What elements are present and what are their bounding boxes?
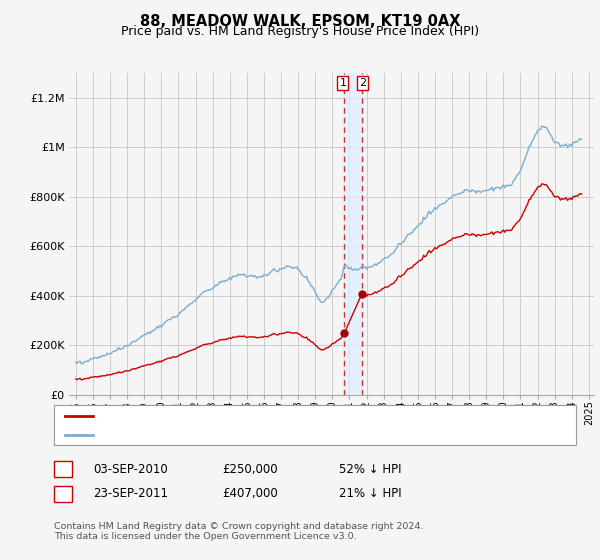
Text: Price paid vs. HM Land Registry's House Price Index (HPI): Price paid vs. HM Land Registry's House … — [121, 25, 479, 38]
Text: 1: 1 — [59, 463, 67, 476]
Text: 88, MEADOW WALK, EPSOM, KT19 0AX (detached house): 88, MEADOW WALK, EPSOM, KT19 0AX (detach… — [97, 411, 408, 421]
Text: 88, MEADOW WALK, EPSOM, KT19 0AX: 88, MEADOW WALK, EPSOM, KT19 0AX — [140, 14, 460, 29]
Text: £250,000: £250,000 — [222, 463, 278, 476]
Text: Contains HM Land Registry data © Crown copyright and database right 2024.
This d: Contains HM Land Registry data © Crown c… — [54, 522, 424, 542]
Text: 2: 2 — [359, 78, 366, 87]
Bar — [344, 73, 362, 395]
Text: HPI: Average price, detached house, Epsom and Ewell: HPI: Average price, detached house, Epso… — [97, 430, 392, 440]
Text: 2: 2 — [59, 487, 67, 501]
Text: 1: 1 — [340, 78, 346, 87]
Text: 21% ↓ HPI: 21% ↓ HPI — [339, 487, 401, 501]
Text: 52% ↓ HPI: 52% ↓ HPI — [339, 463, 401, 476]
Text: 03-SEP-2010: 03-SEP-2010 — [93, 463, 168, 476]
Text: £407,000: £407,000 — [222, 487, 278, 501]
Text: 23-SEP-2011: 23-SEP-2011 — [93, 487, 168, 501]
